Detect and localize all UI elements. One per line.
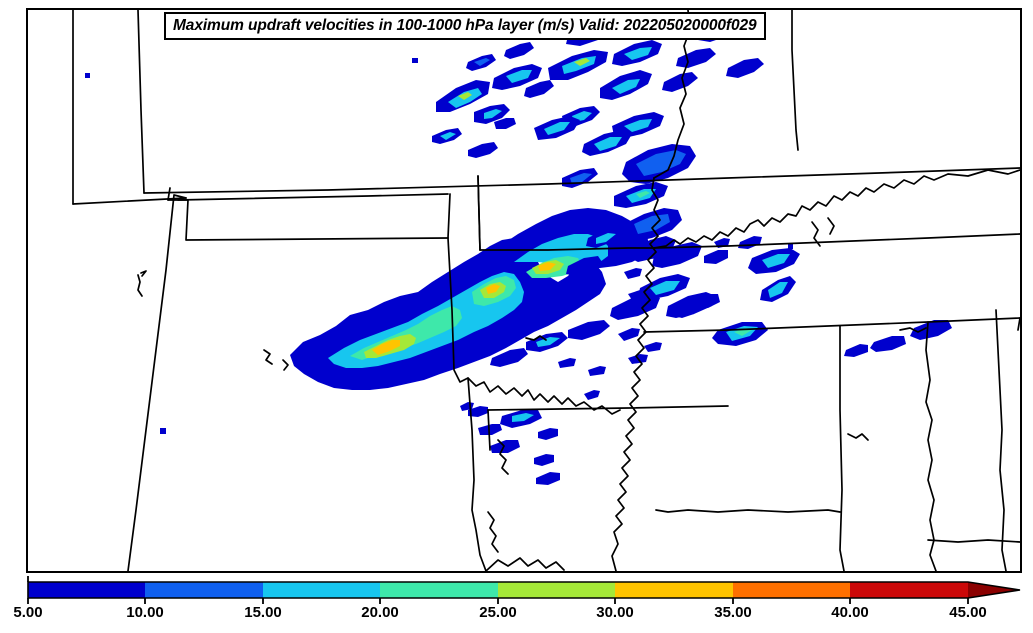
contour-band-30c — [538, 262, 556, 271]
plot-title-text: Maximum updraft velocities in 100-1000 h… — [173, 17, 757, 34]
cbar-extend-arrow-max — [968, 582, 1020, 598]
cbar-tick-label-8: 45.00 — [949, 604, 987, 621]
cbar-tick-label-0: 5.00 — [13, 604, 43, 621]
cbar-tick-label-7: 40.00 — [831, 604, 869, 621]
state-boundaries — [72, 10, 1020, 571]
cells-texas-louisiana — [460, 390, 600, 485]
cbar-seg-5-10 — [28, 582, 145, 598]
colorbar-canvas[interactable] — [0, 575, 1033, 607]
cbar-tick-label-6: 35.00 — [714, 604, 752, 621]
cells-tennessee — [558, 236, 952, 376]
contour-band-30b — [486, 284, 500, 294]
plot-title-box: Maximum updraft velocities in 100-1000 h… — [164, 12, 766, 40]
colorbar-segments — [28, 582, 1020, 598]
cbar-seg-35-40 — [733, 582, 850, 598]
colorbar-tick-labels: 5.00 10.00 15.00 20.00 25.00 30.00 35.00… — [0, 604, 1033, 628]
cbar-tick-label-2: 15.00 — [244, 604, 282, 621]
cbar-seg-10-15 — [145, 582, 263, 598]
cbar-tick-label-5: 30.00 — [596, 604, 634, 621]
cbar-tick-label-1: 10.00 — [126, 604, 164, 621]
map-canvas — [72, 10, 1020, 571]
contour-band-30 — [372, 340, 400, 355]
map-plot-area — [26, 8, 1022, 573]
cbar-seg-25-30 — [498, 582, 615, 598]
cbar-seg-15-20 — [263, 582, 380, 598]
cbar-seg-20-25 — [380, 582, 498, 598]
updraft-velocity-contours — [85, 18, 952, 485]
cbar-seg-30-35 — [615, 582, 733, 598]
cbar-tick-label-3: 20.00 — [361, 604, 399, 621]
colorbar: 5.00 10.00 15.00 20.00 25.00 30.00 35.00… — [0, 575, 1033, 633]
colorbar-ticks — [27, 576, 969, 604]
cells-isolated — [85, 58, 793, 434]
cbar-tick-label-4: 25.00 — [479, 604, 517, 621]
colorbar-outline — [27, 581, 1021, 599]
cbar-seg-40-45 — [850, 582, 968, 598]
